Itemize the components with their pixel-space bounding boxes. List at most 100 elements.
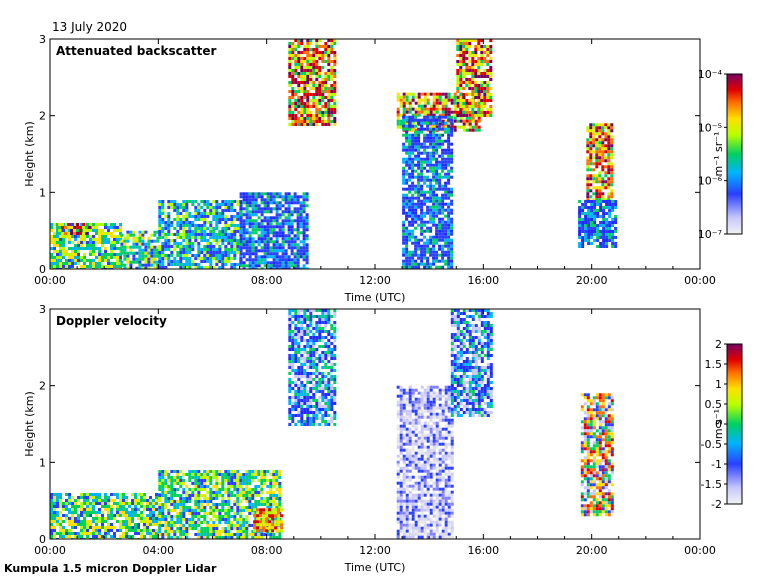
data-cell <box>233 236 237 239</box>
data-cell <box>432 113 436 117</box>
data-cell <box>318 93 322 96</box>
data-cell <box>269 261 273 265</box>
data-cell <box>435 202 439 206</box>
data-cell <box>182 221 186 224</box>
data-cell <box>294 57 298 60</box>
data-cell <box>459 95 463 99</box>
data-cell <box>309 363 313 366</box>
data-cell <box>438 217 442 221</box>
data-cell <box>77 244 80 247</box>
data-cell <box>266 231 270 235</box>
data-cell <box>411 172 415 176</box>
data-cell <box>417 121 421 125</box>
data-cell <box>197 518 201 521</box>
data-cell <box>456 111 460 114</box>
data-cell <box>441 220 445 224</box>
data-cell <box>288 108 292 111</box>
data-cell <box>417 214 421 218</box>
data-cell <box>58 229 62 232</box>
data-cell <box>194 257 198 260</box>
data-cell <box>438 235 442 239</box>
data-cell <box>179 260 183 263</box>
data-cell <box>477 113 481 117</box>
data-cell <box>263 500 267 503</box>
data-cell <box>291 69 295 72</box>
data-cell <box>56 226 59 229</box>
data-cell <box>251 533 255 536</box>
data-cell <box>297 120 301 123</box>
data-cell <box>200 500 204 503</box>
data-cell <box>321 57 325 60</box>
data-cell <box>275 476 279 479</box>
data-cell <box>601 177 605 181</box>
data-cell <box>98 526 101 529</box>
data-cell <box>269 488 273 491</box>
data-cell <box>233 512 237 515</box>
data-cell <box>278 261 282 265</box>
data-cell <box>269 225 273 229</box>
data-cell <box>423 244 427 248</box>
data-cell <box>288 357 292 360</box>
data-cell <box>227 200 231 203</box>
data-cell <box>179 479 183 482</box>
data-cell <box>161 251 165 254</box>
data-cell <box>426 110 430 114</box>
data-cell <box>303 348 307 351</box>
data-cell <box>224 503 228 506</box>
data-cell <box>95 511 98 514</box>
data-cell <box>80 238 83 241</box>
data-cell <box>251 264 255 268</box>
data-cell <box>318 54 322 57</box>
data-cell <box>402 241 406 245</box>
data-cell <box>152 514 155 517</box>
data-cell <box>589 138 593 142</box>
data-cell <box>230 257 234 260</box>
data-cell <box>480 60 484 63</box>
data-cell <box>300 366 304 369</box>
data-cell <box>259 511 263 515</box>
data-cell <box>459 116 463 120</box>
data-cell <box>396 98 400 102</box>
data-cell <box>414 214 418 218</box>
data-cell <box>245 485 249 488</box>
data-cell <box>465 108 469 111</box>
data-cell <box>309 390 313 393</box>
data-cell <box>408 250 412 254</box>
data-cell <box>593 233 597 236</box>
data-cell <box>257 237 261 241</box>
data-cell <box>601 141 605 145</box>
data-cell <box>221 266 225 269</box>
data-cell <box>411 199 415 203</box>
data-cell <box>158 260 162 263</box>
data-cell <box>291 396 295 399</box>
data-cell <box>423 107 427 111</box>
data-cell <box>209 224 213 227</box>
data-cell <box>309 411 313 414</box>
data-cell <box>98 223 101 226</box>
data-cell <box>89 523 92 526</box>
data-cell <box>260 255 264 259</box>
data-cell <box>242 264 246 268</box>
data-cell <box>420 169 424 173</box>
data-cell <box>459 63 463 66</box>
data-cell <box>64 226 68 229</box>
data-cell <box>194 509 198 512</box>
data-cell <box>137 514 140 517</box>
data-cell <box>441 256 445 260</box>
data-cell <box>203 230 207 233</box>
data-cell <box>293 219 297 223</box>
data-cell <box>450 127 454 131</box>
data-cell <box>444 163 448 167</box>
data-cell <box>185 491 189 494</box>
data-cell <box>287 225 291 229</box>
data-cell <box>188 242 192 245</box>
data-cell <box>405 157 409 161</box>
data-cell <box>266 195 270 199</box>
data-cell <box>92 496 95 499</box>
data-cell <box>414 217 418 221</box>
data-cell <box>444 262 448 266</box>
data-cell <box>450 95 454 99</box>
data-cell <box>212 212 216 215</box>
data-cell <box>450 256 454 260</box>
data-cell <box>266 243 270 247</box>
